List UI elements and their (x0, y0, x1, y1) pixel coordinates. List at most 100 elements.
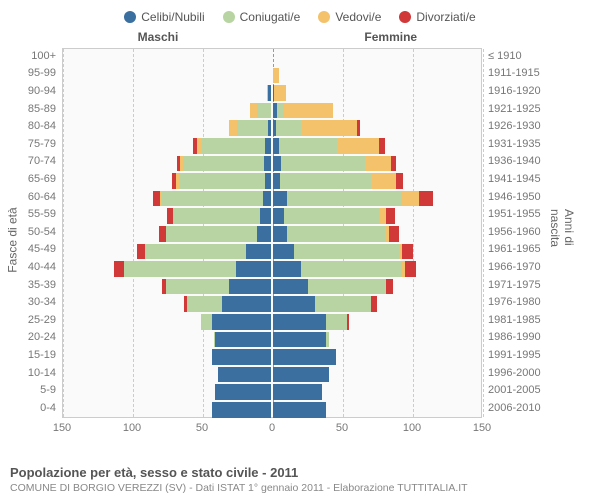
age-label: 75-79 (0, 138, 56, 150)
y-axis-title-right: Anni di nascita (548, 209, 576, 285)
age-row (63, 225, 481, 243)
x-tick-label: 100 (403, 422, 421, 434)
bar-segment-female (391, 156, 397, 172)
year-label: 1981-1985 (488, 314, 541, 326)
age-row (63, 243, 481, 261)
bar-segment-female (273, 261, 301, 277)
bar-segment-female (273, 314, 326, 330)
bar-segment-male (268, 120, 271, 136)
age-label: 65-69 (0, 173, 56, 185)
plot-area (62, 48, 482, 418)
bar-segment-female (386, 208, 394, 224)
header-female: Femmine (364, 30, 417, 44)
bar-segment-female (273, 296, 315, 312)
bar-segment-male (172, 173, 176, 189)
age-row (63, 137, 481, 155)
bar-segment-male (212, 402, 271, 418)
age-row (63, 119, 481, 137)
bar-segment-male (268, 85, 271, 101)
year-label: ≤ 1910 (488, 50, 522, 62)
population-pyramid: 100+≤ 191095-991911-191590-941916-192085… (0, 48, 600, 438)
bar-segment-male (257, 103, 271, 119)
bar-segment-female (371, 296, 377, 312)
age-label: 0-4 (0, 402, 56, 414)
bar-segment-female (284, 208, 379, 224)
bar-segment-male (145, 244, 246, 260)
bar-segment-male (153, 191, 160, 207)
bar-segment-female (273, 402, 326, 418)
age-label: 25-29 (0, 314, 56, 326)
age-label: 10-14 (0, 367, 56, 379)
bar-segment-female (337, 138, 379, 154)
bar-segment-male (250, 103, 257, 119)
age-label: 20-24 (0, 331, 56, 343)
bar-segment-female (273, 279, 308, 295)
year-label: 1951-1955 (488, 208, 541, 220)
bar-segment-male (215, 332, 271, 348)
bar-segment-male (260, 208, 271, 224)
bar-segment-female (273, 244, 294, 260)
year-label: 1991-1995 (488, 349, 541, 361)
legend-label: Vedovi/e (335, 10, 381, 24)
bar-segment-male (166, 226, 257, 242)
bar-segment-female (389, 226, 399, 242)
legend: Celibi/NubiliConiugati/eVedovi/eDivorzia… (0, 0, 600, 30)
bar-segment-male (202, 138, 265, 154)
bar-segment-female (301, 261, 402, 277)
bar-segment-male (218, 367, 271, 383)
age-row (63, 172, 481, 190)
bar-segment-female (396, 173, 403, 189)
age-row (63, 84, 481, 102)
x-tick-label: 50 (336, 422, 348, 434)
bar-segment-female (419, 191, 433, 207)
age-row (63, 401, 481, 419)
x-tick-label: 100 (123, 422, 141, 434)
bar-segment-male (201, 314, 212, 330)
bar-segment-female (326, 314, 347, 330)
legend-swatch (223, 11, 235, 23)
bar-segment-female (315, 296, 371, 312)
bar-segment-female (379, 208, 386, 224)
chart-subtitle: COMUNE DI BORGIO VEREZZI (SV) - Dati IST… (10, 482, 590, 494)
bar-segment-male (222, 296, 271, 312)
bar-segment-male (177, 156, 180, 172)
bar-segment-female (273, 208, 284, 224)
age-row (63, 331, 481, 349)
gender-headers: Maschi Femmine (0, 30, 600, 48)
year-label: 1961-1965 (488, 243, 541, 255)
bar-segment-female (280, 173, 371, 189)
bar-segment-female (405, 261, 416, 277)
bar-segment-female (277, 103, 284, 119)
bar-segment-female (273, 367, 329, 383)
legend-item: Vedovi/e (318, 10, 381, 24)
bar-segment-female (287, 191, 402, 207)
legend-label: Celibi/Nubili (141, 10, 204, 24)
legend-swatch (318, 11, 330, 23)
bar-segment-male (167, 208, 173, 224)
bar-segment-male (162, 279, 166, 295)
bar-segment-female (273, 191, 287, 207)
legend-item: Celibi/Nubili (124, 10, 204, 24)
year-label: 1956-1960 (488, 226, 541, 238)
bar-segment-male (184, 296, 187, 312)
bar-segment-male (212, 314, 271, 330)
bar-segment-male (267, 85, 268, 101)
legend-label: Coniugati/e (240, 10, 301, 24)
bar-segment-female (379, 138, 385, 154)
age-label: 5-9 (0, 384, 56, 396)
age-label: 35-39 (0, 279, 56, 291)
age-row (63, 348, 481, 366)
age-label: 70-74 (0, 155, 56, 167)
age-row (63, 278, 481, 296)
bar-segment-female (279, 138, 338, 154)
bar-segment-female (273, 349, 336, 365)
bar-segment-female (294, 244, 399, 260)
bar-segment-male (212, 349, 271, 365)
bar-segment-male (197, 138, 203, 154)
age-row (63, 102, 481, 120)
bar-segment-male (193, 138, 197, 154)
bar-segment-female (326, 332, 329, 348)
bar-segment-male (214, 332, 215, 348)
year-label: 1946-1950 (488, 191, 541, 203)
y-axis-title-left: Fasce di età (6, 207, 20, 272)
